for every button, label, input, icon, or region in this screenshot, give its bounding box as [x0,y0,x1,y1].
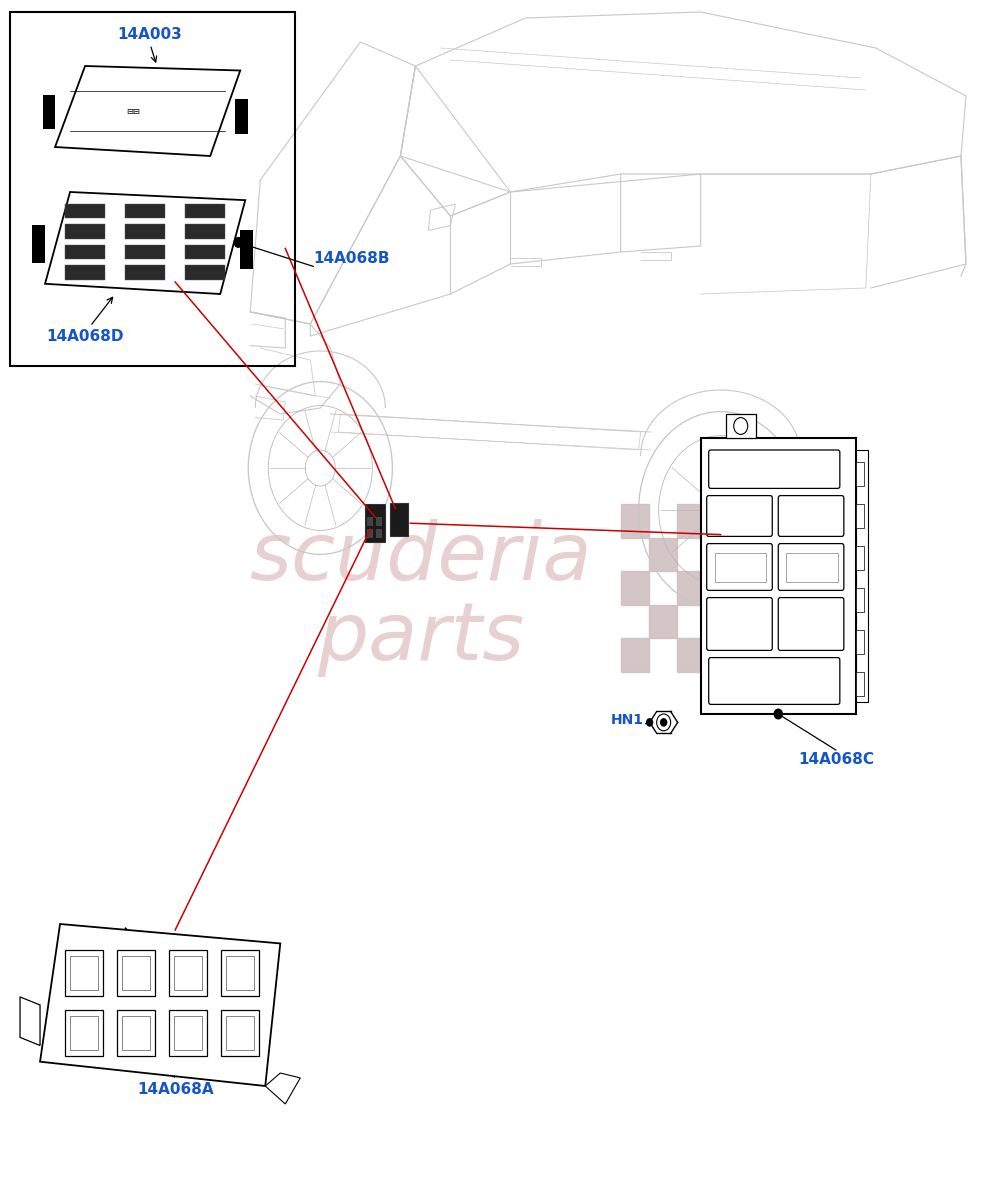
Text: 14A003: 14A003 [118,26,182,42]
Polygon shape [265,1073,300,1104]
Text: scuderia: scuderia [249,518,592,596]
Polygon shape [55,66,240,156]
Bar [701,438,856,714]
Bar [705,538,733,571]
Bar [226,1016,254,1050]
Bar [856,462,864,486]
Bar [70,956,98,990]
Bar [43,95,55,128]
Bar [226,956,254,990]
FancyBboxPatch shape [707,598,773,650]
FancyBboxPatch shape [779,544,844,590]
Text: parts: parts [316,599,525,677]
Bar [856,546,864,570]
Bar [65,950,103,996]
FancyBboxPatch shape [707,496,773,536]
Polygon shape [20,997,40,1045]
Bar [856,630,864,654]
Bar [65,204,105,218]
Circle shape [657,714,671,731]
Bar [726,414,756,438]
Text: HN1: HN1 [611,713,644,727]
Bar [856,504,864,528]
Bar [240,229,253,269]
Bar [10,12,295,366]
Bar [649,605,677,638]
Bar [715,553,767,582]
FancyBboxPatch shape [709,658,840,704]
Bar [185,245,225,259]
Bar [376,517,382,526]
Bar [856,450,868,702]
Bar [235,100,248,133]
Bar [621,504,649,538]
Bar [787,553,838,582]
Bar [649,538,677,571]
Bar [125,224,165,239]
Bar [174,956,202,990]
Text: 14A068C: 14A068C [798,752,874,768]
Bar [185,224,225,239]
Circle shape [647,719,653,726]
Bar [733,571,761,605]
Bar [367,517,373,526]
Bar [856,588,864,612]
FancyBboxPatch shape [707,544,773,590]
Bar [125,204,165,218]
Circle shape [661,719,667,726]
Text: 14A068D: 14A068D [46,329,124,343]
Bar [185,204,225,218]
Text: ⊟⊟: ⊟⊟ [126,107,140,115]
FancyBboxPatch shape [709,450,840,488]
Bar [125,245,165,259]
FancyBboxPatch shape [779,598,844,650]
Bar [65,245,105,259]
Bar [117,1010,155,1056]
Bar [221,950,259,996]
Bar [70,1016,98,1050]
Bar [677,504,705,538]
Bar [221,1010,259,1056]
Bar [65,1010,103,1056]
Text: 14A068A: 14A068A [137,1082,213,1097]
Bar [705,605,733,638]
Bar [621,638,649,672]
Bar [122,956,150,990]
Bar [367,529,373,538]
Polygon shape [45,192,245,294]
Bar [117,950,155,996]
Bar [122,1016,150,1050]
Bar [390,503,408,536]
Circle shape [234,238,242,247]
Bar [185,265,225,280]
Bar [856,672,864,696]
Bar [169,1010,207,1056]
Bar [174,1016,202,1050]
Bar [125,265,165,280]
Bar [32,224,45,264]
Bar [621,571,649,605]
FancyBboxPatch shape [779,496,844,536]
Bar [677,638,705,672]
Bar [733,504,761,538]
Bar [376,529,382,538]
Text: 14A068B: 14A068B [313,251,389,266]
Bar [65,265,105,280]
Bar [65,224,105,239]
Bar [677,571,705,605]
Bar [169,950,207,996]
Circle shape [774,709,783,719]
Bar [733,638,761,672]
Polygon shape [40,924,280,1086]
Bar [365,504,385,542]
